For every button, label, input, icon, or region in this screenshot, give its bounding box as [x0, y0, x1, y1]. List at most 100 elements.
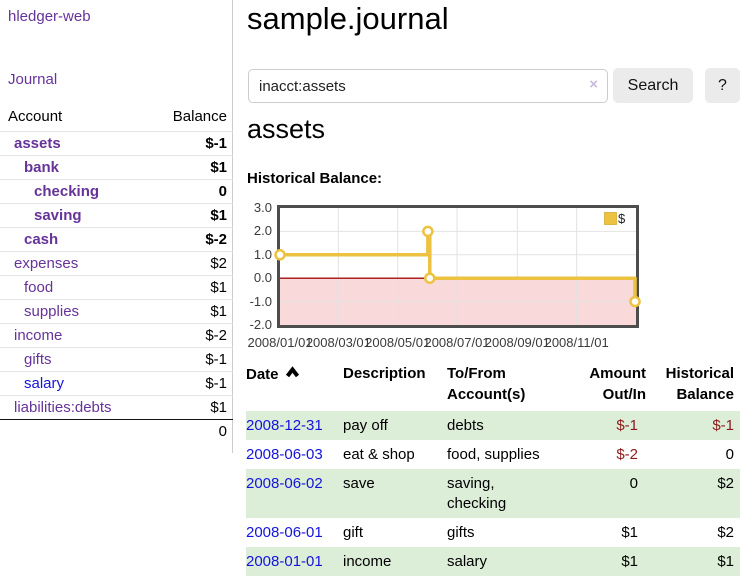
- legend-swatch-icon: [604, 212, 617, 225]
- transaction-amount: $1: [621, 553, 638, 570]
- transaction-accounts: saving, checking: [447, 475, 507, 512]
- x-axis-tick: 2008/01/01: [247, 335, 313, 350]
- sidebar-item-journal[interactable]: Journal: [8, 71, 58, 88]
- transaction-balance: $2: [717, 524, 734, 541]
- accounts-header-balance: Balance: [172, 108, 227, 125]
- transaction-date-link[interactable]: 2008-12-31: [246, 417, 323, 434]
- register-table: Date Description To/From Account(s) Amou…: [246, 358, 740, 576]
- search-button[interactable]: Search: [613, 68, 693, 103]
- register-header-accounts: To/From Account(s): [447, 365, 526, 403]
- account-row: checking 0: [0, 179, 233, 204]
- transaction-date-link[interactable]: 2008-06-03: [246, 446, 323, 463]
- chart-plot-area: [274, 205, 641, 328]
- sidebar-account-link[interactable]: salary: [24, 375, 65, 392]
- register-header-balance: Historical Balance: [665, 365, 734, 403]
- page-title: sample.journal: [247, 1, 449, 36]
- sidebar-account-link[interactable]: liabilities:debts: [14, 399, 112, 416]
- account-balance: 0: [144, 179, 233, 204]
- sidebar-account-link[interactable]: bank: [24, 159, 60, 176]
- account-balance: $2: [144, 251, 233, 276]
- account-balance: $1: [144, 203, 233, 228]
- register-header-amount: Amount Out/In: [589, 365, 646, 403]
- transaction-row: 2008-01-01 income salary $1 $1: [246, 547, 740, 576]
- account-balance: $1: [144, 299, 233, 324]
- x-axis-tick: 2008/03/01: [305, 335, 371, 350]
- account-row: gifts $-1: [0, 347, 233, 372]
- account-balance: $-1: [144, 131, 233, 156]
- help-button[interactable]: ?: [705, 68, 740, 103]
- transaction-amount: $-1: [616, 417, 638, 434]
- transaction-accounts: food, supplies: [447, 446, 540, 463]
- clear-search-icon[interactable]: ×: [589, 76, 598, 93]
- legend-label: $: [618, 211, 626, 226]
- y-axis-tick: -1.0: [249, 293, 272, 309]
- transaction-amount: $1: [621, 524, 638, 541]
- transaction-accounts: gifts: [447, 524, 475, 541]
- account-balance: $1: [144, 275, 233, 300]
- balance-chart: $ 3.0 2.0 1.0 0.0 -1.0 -2.0 2008/01/01 2008/03/…: [246, 198, 666, 353]
- sidebar-account-link[interactable]: saving: [34, 207, 82, 224]
- transaction-row: 2008-06-03 eat & shop food, supplies $-2 0: [246, 440, 740, 469]
- x-axis-tick: 2008/05/01: [365, 335, 431, 350]
- sidebar-account-link[interactable]: gifts: [24, 351, 52, 368]
- sidebar-account-link[interactable]: food: [24, 279, 54, 296]
- sidebar-account-link[interactable]: cash: [24, 231, 59, 248]
- transaction-row: 2008-06-01 gift gifts $1 $2: [246, 518, 740, 547]
- brand-link[interactable]: hledger-web: [8, 8, 91, 25]
- sidebar-account-link[interactable]: income: [14, 327, 63, 344]
- transaction-date-link[interactable]: 2008-06-02: [246, 475, 323, 492]
- account-row: food $1: [0, 275, 233, 300]
- main-content: sample.journal × Search ? assets Histori…: [246, 0, 742, 582]
- sort-asc-icon: [285, 363, 300, 384]
- transaction-balance: $2: [717, 475, 734, 492]
- accounts-total-row: 0: [0, 419, 233, 443]
- account-row: salary $-1: [0, 371, 233, 396]
- sidebar-account-link[interactable]: expenses: [14, 255, 79, 272]
- account-row: liabilities:debts $1: [0, 395, 233, 420]
- sidebar-account-link[interactable]: checking: [34, 183, 100, 200]
- account-balance: $-1: [144, 371, 233, 396]
- account-row: saving $1: [0, 203, 233, 228]
- chart-legend: $: [604, 211, 625, 226]
- transaction-date-link[interactable]: 2008-06-01: [246, 524, 323, 541]
- register-header-date[interactable]: Date: [246, 358, 343, 411]
- account-row: income $-2: [0, 323, 233, 348]
- account-balance: $1: [144, 395, 233, 420]
- transaction-date-link[interactable]: 2008-01-01: [246, 553, 323, 570]
- transaction-date-cell: 2008-06-01: [246, 518, 343, 547]
- accounts-header-account: Account: [8, 108, 63, 125]
- transaction-date-cell: 2008-01-01: [246, 547, 343, 576]
- accounts-table: Account Balance assets $-1 bank $1 checking 0…: [0, 104, 233, 443]
- transaction-amount: 0: [629, 475, 638, 492]
- transaction-balance: $-1: [712, 417, 734, 434]
- account-row: cash $-2: [0, 227, 233, 252]
- transaction-amount: $-2: [616, 446, 638, 463]
- transaction-description: income: [343, 553, 392, 570]
- x-axis-tick: 2008/09/01: [484, 335, 550, 350]
- transaction-description: pay off: [343, 417, 388, 434]
- y-axis-tick: 3.0: [253, 200, 272, 215]
- search-input[interactable]: [248, 69, 608, 103]
- transaction-date-cell: 2008-12-31: [246, 411, 343, 440]
- accounts-total-balance: 0: [144, 419, 233, 443]
- sidebar: hledger-web Journal Account Balance asse…: [0, 0, 233, 453]
- transaction-accounts: debts: [447, 417, 484, 434]
- transaction-row: 2008-06-02 save saving, checking 0 $2: [246, 469, 740, 518]
- x-axis-tick: 2008/07/01: [424, 335, 490, 350]
- account-balance: $1: [144, 155, 233, 180]
- account-balance: $-2: [144, 227, 233, 252]
- sidebar-account-link[interactable]: assets: [14, 135, 61, 152]
- transaction-balance: $1: [717, 553, 734, 570]
- sidebar-account-link[interactable]: supplies: [24, 303, 80, 320]
- account-row: supplies $1: [0, 299, 233, 324]
- account-balance: $-2: [144, 323, 233, 348]
- account-title: assets: [247, 114, 326, 144]
- chart-title: Historical Balance:: [247, 170, 383, 187]
- search-form: × Search ?: [246, 68, 742, 104]
- account-row: bank $1: [0, 155, 233, 180]
- transaction-date-cell: 2008-06-03: [246, 440, 343, 469]
- y-axis-tick: -2.0: [249, 317, 272, 332]
- y-axis-tick: 2.0: [253, 223, 272, 239]
- y-axis-tick: 1.0: [253, 246, 272, 262]
